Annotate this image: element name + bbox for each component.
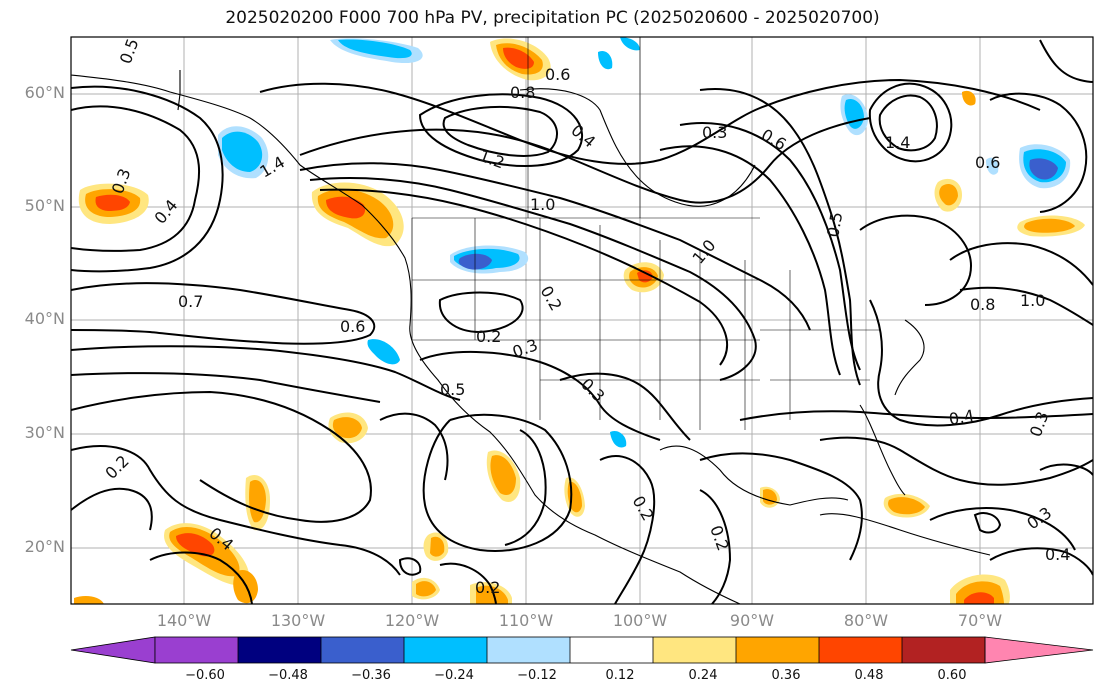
pv-contours	[71, 39, 1093, 604]
colorbar-bin	[321, 637, 404, 663]
contour-label: 1.0	[530, 195, 555, 214]
latitude-label: 60°N	[24, 83, 65, 102]
state-borders	[411, 37, 880, 430]
map-frame	[70, 36, 1094, 605]
colorbar-tick-label: −0.36	[351, 668, 391, 683]
contour-label: 0.6	[340, 317, 365, 336]
contour-label: 0.4	[947, 406, 975, 429]
colorbar-bin	[487, 637, 570, 663]
longitude-label: 90°W	[729, 611, 775, 630]
colorbar	[70, 636, 1094, 664]
colorbar-tick-label: −0.24	[434, 668, 474, 683]
contour-label: 0.5	[823, 210, 846, 238]
colorbar-tick-label: 0.24	[688, 668, 718, 683]
colorbar-bin	[155, 637, 238, 663]
contour-label: 1.0	[1020, 291, 1045, 310]
colorbar-extend-high	[984, 636, 1094, 664]
colorbar-tick-label: 0.48	[854, 668, 884, 683]
colorbar-bin	[570, 637, 653, 663]
colorbar-bin	[819, 637, 902, 663]
colorbar-bin	[404, 637, 487, 663]
colorbar-tick-label: 0.12	[605, 668, 635, 683]
contour-label: 0.8	[510, 83, 535, 102]
contour-label: 0.4	[1045, 545, 1070, 564]
latitude-label: 30°N	[24, 423, 65, 442]
longitude-label: 120°W	[384, 611, 440, 630]
colorbar-bin	[902, 637, 985, 663]
contour-label: 0.5	[440, 380, 465, 399]
colorbar-bin	[736, 637, 819, 663]
precipitation-shading	[74, 37, 1085, 604]
colorbar-tick-label: −0.12	[517, 668, 557, 683]
longitude-label: 70°W	[957, 611, 1003, 630]
colorbar-bin	[653, 637, 736, 663]
latitude-label: 50°N	[24, 196, 65, 215]
colorbar-extend-low	[70, 636, 156, 664]
longitude-label: 100°W	[612, 611, 668, 630]
colorbar-tick-label: −0.48	[268, 668, 308, 683]
latitude-label: 40°N	[24, 309, 65, 328]
contour-label: 0.8	[970, 295, 995, 314]
colorbar-bin	[238, 637, 321, 663]
longitude-label: 140°W	[156, 611, 212, 630]
longitude-label: 130°W	[270, 611, 326, 630]
colorbar-tick-label: 0.36	[771, 668, 801, 683]
longitude-label: 80°W	[843, 611, 889, 630]
contour-label: 0.6	[975, 153, 1000, 172]
contour-label: 0.2	[475, 578, 500, 597]
colorbar-tick-label: 0.60	[937, 668, 967, 683]
latitude-label: 20°N	[24, 537, 65, 556]
contour-label: 0.3	[702, 123, 727, 142]
contour-label: 0.2	[476, 327, 501, 346]
colorbar-tick-label: −0.60	[185, 668, 225, 683]
contour-label: 0.7	[178, 292, 203, 311]
contour-label: 1.4	[885, 133, 910, 152]
longitude-label: 110°W	[498, 611, 554, 630]
map-title: 2025020200 F000 700 hPa PV, precipitatio…	[225, 8, 880, 28]
contour-label: 0.6	[545, 65, 570, 84]
